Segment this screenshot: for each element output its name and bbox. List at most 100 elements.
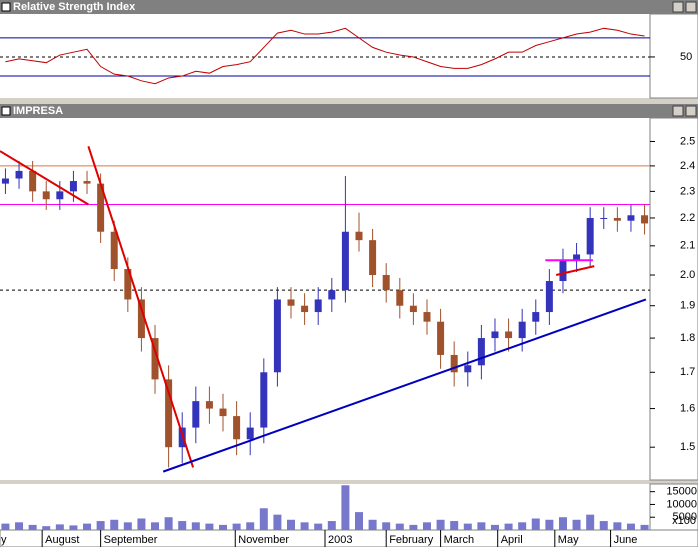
- price-header: [0, 104, 698, 118]
- y-tick-label: 5000: [673, 511, 697, 523]
- volume-bar: [490, 524, 499, 530]
- volume-bar: [1, 523, 10, 530]
- volume-bar: [599, 521, 608, 530]
- volume-bar: [395, 523, 404, 530]
- y-tick-label: 1.9: [680, 300, 695, 312]
- trendline: [555, 265, 595, 276]
- trendline: [0, 150, 89, 206]
- candle-body: [613, 217, 621, 221]
- y-tick-label: 1.8: [680, 332, 695, 344]
- candle-body: [165, 379, 173, 448]
- volume-bar: [232, 523, 241, 530]
- y-tick-label: 1.5: [680, 441, 695, 453]
- rsi-plot: [0, 14, 650, 98]
- volume-bar: [246, 522, 255, 530]
- x-tick-label: September: [104, 534, 158, 546]
- candle-body: [382, 275, 390, 291]
- trendline: [87, 145, 195, 468]
- volume-bar: [558, 517, 567, 530]
- volume-bar: [327, 521, 336, 530]
- volume-bar: [586, 514, 595, 530]
- pane-icon: [1, 106, 11, 116]
- x-tick-label: April: [501, 534, 523, 546]
- candle-body: [124, 269, 132, 300]
- volume-bar: [504, 523, 513, 530]
- candle-body: [151, 338, 159, 380]
- y-tick-label: 2.3: [680, 185, 695, 197]
- y-tick-label: 1.6: [680, 402, 695, 414]
- volume-bar: [572, 519, 581, 530]
- volume-bar: [42, 526, 51, 530]
- volume-bar: [96, 521, 105, 530]
- rsi-axis: [649, 13, 698, 99]
- candle-body: [409, 305, 417, 313]
- volume-bar: [28, 524, 37, 530]
- candle-body: [42, 191, 50, 200]
- candle-body: [586, 217, 594, 255]
- volume-bar: [545, 519, 554, 530]
- volume-bar: [518, 522, 527, 530]
- minimize-button[interactable]: [672, 105, 684, 117]
- x-tick-label: February: [389, 534, 434, 546]
- x-tick-label: November: [238, 534, 289, 546]
- volume-bar: [83, 523, 92, 530]
- pane-icon: [1, 2, 11, 12]
- candle-body: [355, 231, 363, 241]
- x-tick-label: y: [1, 534, 7, 546]
- y-tick-label: 10000: [666, 498, 697, 510]
- volume-bar: [300, 522, 309, 530]
- volume-bar: [436, 519, 445, 530]
- volume-bar: [205, 523, 214, 530]
- x-tick-label: June: [614, 534, 638, 546]
- candle-body: [627, 215, 635, 221]
- volume-axis: [649, 483, 698, 531]
- volume-bar: [123, 522, 132, 530]
- candle-body: [477, 338, 485, 366]
- candle-body: [396, 290, 404, 306]
- rsi-header: [0, 0, 698, 14]
- volume-bar: [15, 522, 24, 530]
- candle-body: [641, 215, 649, 224]
- candle-body: [192, 401, 200, 428]
- candle-body: [464, 365, 472, 373]
- volume-bar: [287, 519, 296, 530]
- close-button[interactable]: [685, 105, 697, 117]
- candle-body: [287, 299, 295, 306]
- rsi-title: Relative Strength Index: [13, 1, 136, 13]
- x-tick-label: May: [558, 534, 579, 546]
- close-button[interactable]: [685, 1, 697, 13]
- volume-bar: [69, 525, 78, 530]
- volume-bar: [450, 521, 459, 530]
- candle-body: [301, 305, 309, 313]
- volume-bar: [626, 523, 635, 530]
- x-tick-label: March: [444, 534, 475, 546]
- candle-body: [437, 321, 445, 355]
- x-tick-label: August: [45, 534, 79, 546]
- candle-body: [491, 331, 499, 339]
- candle-body: [273, 299, 281, 373]
- candle-body: [29, 170, 37, 192]
- volume-bar: [164, 517, 173, 530]
- candle-body: [56, 191, 64, 200]
- candle-body: [450, 354, 458, 373]
- minimize-button[interactable]: [672, 1, 684, 13]
- candle-body: [137, 299, 145, 339]
- volume-bar: [137, 518, 146, 530]
- candle-body: [573, 254, 581, 261]
- y-tick-label: 2.2: [680, 212, 695, 224]
- volume-bar: [259, 508, 268, 530]
- y-tick-label: 2.5: [680, 135, 695, 147]
- candle-body: [545, 281, 553, 313]
- y-tick-label: 15000: [666, 486, 697, 498]
- candle-body: [328, 290, 336, 300]
- y-tick-label: 2.0: [680, 269, 695, 281]
- price-plot: [0, 118, 650, 480]
- x-tick-label: 2003: [328, 534, 352, 546]
- volume-bar: [341, 485, 350, 530]
- candle-body: [110, 231, 118, 270]
- volume-bar: [613, 522, 622, 530]
- volume-bar: [477, 522, 486, 530]
- volume-unit: x100: [672, 515, 696, 527]
